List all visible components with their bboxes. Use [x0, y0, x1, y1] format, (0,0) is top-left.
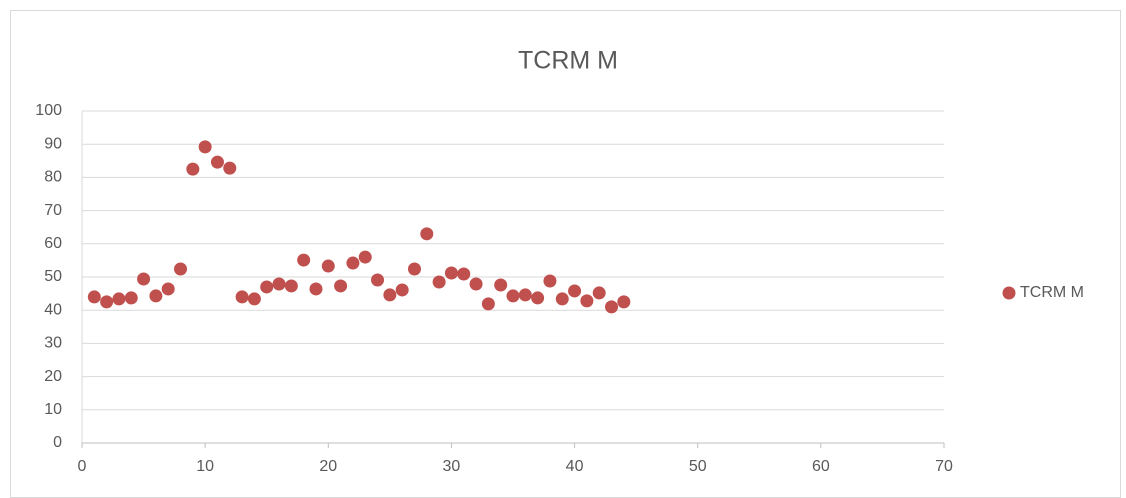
point — [592, 286, 606, 300]
point — [518, 288, 532, 302]
point — [272, 277, 286, 291]
x-tick-label: 60 — [812, 458, 830, 475]
x-tick-label: 0 — [78, 458, 87, 475]
point — [605, 300, 619, 314]
point — [210, 155, 224, 169]
x-tick-label: 40 — [566, 458, 584, 475]
point — [481, 297, 495, 311]
point — [161, 282, 175, 296]
point — [100, 295, 114, 309]
point — [358, 250, 372, 264]
point — [198, 140, 212, 154]
y-tick-label: 80 — [44, 169, 62, 186]
point — [247, 292, 261, 306]
point — [87, 290, 101, 304]
point — [432, 275, 446, 289]
point — [309, 282, 323, 296]
x-tick-label: 50 — [689, 458, 707, 475]
point — [506, 289, 520, 303]
y-tick-label: 90 — [44, 135, 62, 152]
point — [617, 295, 631, 309]
point — [186, 162, 200, 176]
point — [531, 291, 545, 305]
x-tick-label: 10 — [196, 458, 214, 475]
point — [112, 292, 126, 306]
point — [235, 290, 249, 304]
y-tick-label: 10 — [44, 401, 62, 418]
y-tick-label: 100 — [35, 102, 62, 119]
point — [580, 294, 594, 308]
point — [494, 278, 508, 292]
legend-marker — [1002, 286, 1016, 300]
point — [457, 267, 471, 281]
point — [371, 273, 385, 287]
point — [568, 284, 582, 298]
chart-title: TCRM M — [518, 47, 618, 75]
point — [469, 277, 483, 291]
point — [346, 256, 360, 270]
y-tick-label: 40 — [44, 301, 62, 318]
x-tick-label: 20 — [319, 458, 337, 475]
y-tick-label: 70 — [44, 202, 62, 219]
point — [321, 259, 335, 273]
point — [543, 274, 557, 288]
x-tick-label: 70 — [935, 458, 953, 475]
point — [555, 292, 569, 306]
chart-border — [10, 10, 1121, 498]
point — [124, 291, 138, 305]
point — [395, 283, 409, 297]
point — [284, 279, 298, 293]
point — [174, 262, 188, 276]
point — [137, 272, 151, 286]
point — [444, 266, 458, 280]
y-tick-label: 60 — [44, 235, 62, 252]
point — [297, 253, 311, 267]
y-tick-label: 50 — [44, 268, 62, 285]
point — [383, 288, 397, 302]
point — [223, 161, 237, 175]
point — [407, 262, 421, 276]
point — [260, 280, 274, 294]
point — [149, 289, 163, 303]
y-tick-label: 20 — [44, 368, 62, 385]
y-tick-label: 0 — [53, 434, 62, 451]
point — [334, 279, 348, 293]
y-tick-label: 30 — [44, 335, 62, 352]
point — [420, 227, 434, 241]
x-tick-label: 30 — [443, 458, 461, 475]
legend-label: TCRM M — [1020, 284, 1084, 301]
